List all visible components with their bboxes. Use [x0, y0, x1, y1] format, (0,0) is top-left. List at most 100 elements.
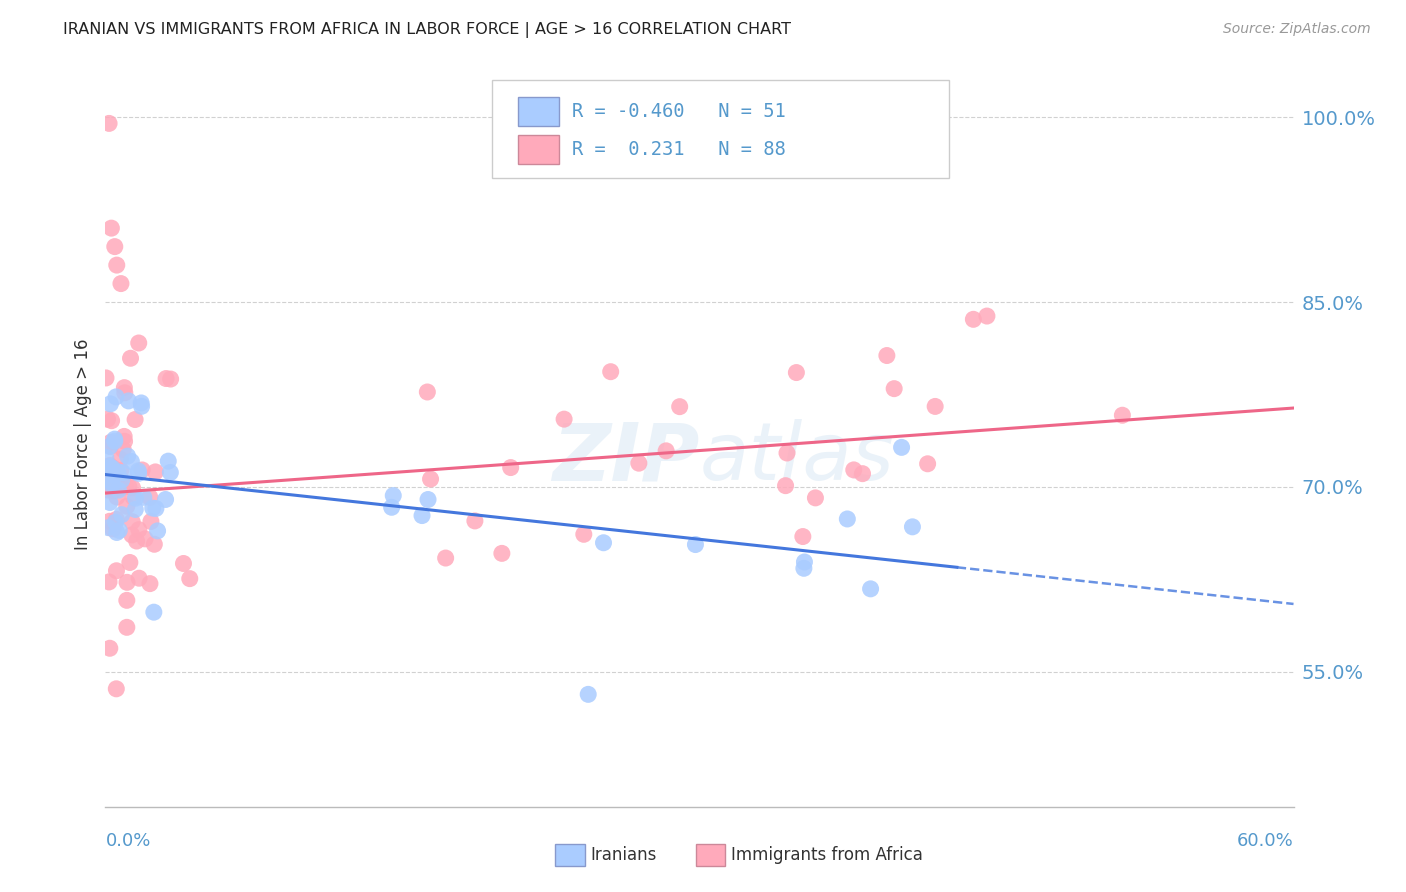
- Point: [103, 483, 125, 498]
- Point: [419, 472, 441, 486]
- Point: [104, 434, 127, 449]
- Point: [576, 687, 599, 701]
- Point: [100, 397, 122, 411]
- Point: [115, 500, 138, 514]
- Point: [111, 475, 134, 490]
- Point: [98, 495, 121, 509]
- Point: [124, 502, 146, 516]
- Point: [434, 551, 457, 566]
- Point: [976, 309, 998, 323]
- Point: [145, 501, 167, 516]
- Point: [381, 500, 404, 515]
- Point: [103, 461, 125, 475]
- Point: [98, 574, 121, 589]
- Point: [97, 521, 120, 535]
- Point: [890, 441, 912, 455]
- Point: [883, 382, 905, 396]
- Point: [111, 466, 134, 480]
- Point: [491, 546, 513, 560]
- Point: [592, 535, 614, 549]
- Point: [115, 620, 138, 634]
- Point: [851, 467, 873, 481]
- Point: [416, 384, 439, 399]
- Point: [98, 514, 121, 528]
- Point: [553, 412, 575, 426]
- Point: [105, 564, 128, 578]
- Point: [128, 467, 150, 481]
- Point: [793, 555, 815, 569]
- Text: R = -0.460   N = 51: R = -0.460 N = 51: [572, 102, 786, 121]
- Point: [685, 537, 707, 551]
- Text: IRANIAN VS IMMIGRANTS FROM AFRICA IN LABOR FORCE | AGE > 16 CORRELATION CHART: IRANIAN VS IMMIGRANTS FROM AFRICA IN LAB…: [63, 22, 792, 38]
- Point: [901, 520, 924, 534]
- Point: [100, 435, 122, 450]
- Point: [117, 449, 139, 463]
- Point: [139, 515, 162, 529]
- Point: [100, 439, 122, 453]
- Point: [94, 371, 117, 385]
- Point: [105, 258, 128, 272]
- Point: [128, 523, 150, 537]
- Point: [98, 439, 121, 453]
- Point: [127, 464, 149, 478]
- Point: [668, 400, 690, 414]
- Text: ZIP: ZIP: [553, 419, 700, 498]
- Point: [97, 412, 120, 426]
- Point: [139, 491, 162, 505]
- Point: [98, 458, 121, 473]
- Point: [105, 525, 128, 540]
- Point: [98, 459, 121, 474]
- Point: [110, 277, 132, 291]
- Point: [100, 480, 122, 494]
- Point: [101, 478, 124, 492]
- Point: [108, 524, 131, 538]
- Point: [105, 512, 128, 526]
- Point: [146, 524, 169, 538]
- Point: [124, 412, 146, 426]
- Point: [132, 491, 155, 505]
- Point: [115, 575, 138, 590]
- Point: [121, 481, 143, 495]
- Point: [837, 512, 859, 526]
- Point: [142, 605, 165, 619]
- FancyBboxPatch shape: [492, 80, 949, 178]
- Point: [104, 432, 127, 446]
- Point: [842, 463, 865, 477]
- Point: [105, 681, 128, 696]
- Y-axis label: In Labor Force | Age > 16: In Labor Force | Age > 16: [73, 338, 91, 549]
- Point: [117, 393, 139, 408]
- Point: [416, 492, 439, 507]
- Point: [159, 466, 181, 480]
- Point: [121, 528, 143, 542]
- Point: [118, 556, 141, 570]
- FancyBboxPatch shape: [517, 135, 560, 164]
- Point: [499, 460, 522, 475]
- Point: [111, 508, 134, 522]
- Point: [155, 371, 177, 385]
- Text: R =  0.231   N = 88: R = 0.231 N = 88: [572, 140, 786, 159]
- Point: [94, 450, 117, 465]
- Text: atlas: atlas: [700, 419, 894, 498]
- Point: [120, 454, 142, 468]
- Point: [173, 557, 195, 571]
- Point: [411, 508, 433, 523]
- Point: [112, 381, 135, 395]
- Point: [120, 351, 142, 366]
- Point: [792, 530, 814, 544]
- Point: [655, 443, 678, 458]
- Point: [139, 576, 162, 591]
- Text: 0.0%: 0.0%: [105, 832, 150, 850]
- Point: [110, 481, 132, 495]
- Point: [118, 479, 141, 493]
- Point: [105, 490, 128, 504]
- Point: [627, 456, 650, 470]
- Point: [100, 414, 122, 428]
- Point: [131, 399, 153, 413]
- Point: [121, 515, 143, 529]
- FancyBboxPatch shape: [517, 97, 560, 126]
- Point: [179, 572, 201, 586]
- Point: [1111, 409, 1133, 423]
- Point: [859, 582, 882, 596]
- Point: [101, 461, 124, 475]
- Point: [114, 434, 136, 449]
